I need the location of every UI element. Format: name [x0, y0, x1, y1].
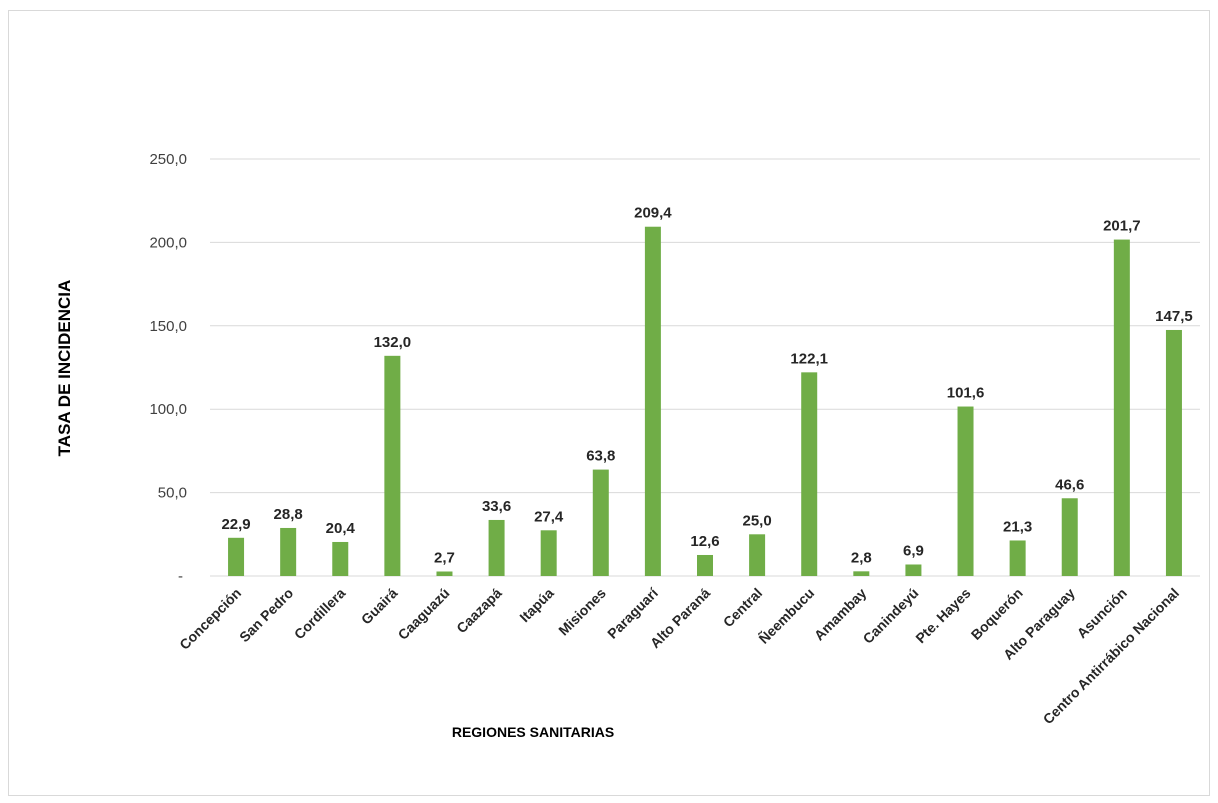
y-tick-label: 200,0 [149, 234, 187, 251]
x-tick-label: Misiones [555, 585, 609, 639]
bar [697, 554, 713, 576]
x-tick-label: Cordillera [291, 585, 349, 643]
bar [1009, 540, 1026, 576]
data-label: 25,0 [743, 512, 772, 529]
x-tick-label: Canindeyú [860, 585, 922, 647]
bar [1061, 498, 1078, 576]
data-label: 2,8 [851, 549, 872, 566]
bar [384, 355, 401, 576]
gridlines [210, 158, 1200, 577]
bar [853, 571, 870, 576]
bar [332, 541, 349, 576]
x-tick-label: San Pedro [236, 585, 296, 645]
x-tick-label: Caazapá [453, 585, 505, 637]
bar [228, 537, 245, 576]
y-axis-title: TASA DE INCIDENCIA [55, 280, 74, 457]
bar [957, 406, 974, 576]
x-tick-label: Itapúa [516, 585, 557, 626]
x-axis-title: REGIONES SANITARIAS [452, 724, 614, 740]
data-label: 20,4 [326, 520, 356, 537]
data-label: 201,7 [1103, 218, 1141, 235]
data-label: 33,6 [482, 498, 511, 515]
x-tick-label: Ñeembucu [755, 584, 818, 647]
data-label: 2,7 [434, 549, 455, 566]
data-label: 147,5 [1155, 308, 1193, 325]
x-tick-label: Guairá [358, 585, 401, 628]
y-tick-label: 250,0 [149, 151, 187, 168]
bars [228, 226, 1182, 577]
x-tick-label: Pte. Hayes [912, 585, 974, 647]
bar [1165, 329, 1182, 576]
data-label: 46,6 [1055, 476, 1084, 493]
bar [592, 469, 609, 576]
y-tick-label: - [178, 568, 183, 585]
y-tick-label: 100,0 [149, 401, 187, 418]
chart-frame [8, 10, 1210, 796]
data-label: 122,1 [790, 350, 828, 367]
bar [280, 527, 297, 576]
data-label: 101,6 [947, 385, 985, 402]
data-label: 27,4 [534, 508, 564, 525]
data-label: 28,8 [274, 506, 303, 523]
x-tick-label: Concepción [176, 585, 244, 653]
data-labels: 22,9 28,8 20,4 132,0 2,7 33,6 27,4 63,8 209,4 12,… [221, 205, 1192, 567]
data-label: 209,4 [634, 205, 672, 222]
data-label: 22,9 [221, 516, 250, 533]
x-tick-label: Central [720, 585, 765, 630]
data-label: 63,8 [586, 448, 615, 465]
bar [749, 534, 766, 576]
bar [540, 530, 557, 576]
data-label: 12,6 [690, 533, 719, 550]
data-label: 21,3 [1003, 518, 1032, 535]
bar [644, 226, 661, 576]
data-label: 6,9 [903, 542, 924, 559]
y-tick-label: 50,0 [158, 485, 187, 502]
x-tick-label: Caaguazú [395, 585, 453, 643]
data-label: 132,0 [374, 334, 412, 351]
bar [1113, 239, 1130, 577]
y-tick-label: 150,0 [149, 318, 187, 335]
bar [488, 519, 505, 576]
bar [905, 564, 922, 576]
bar [801, 372, 818, 576]
bar [436, 571, 453, 576]
y-axis-ticks: - 50,0 100,0 150,0 200,0 250,0 [149, 151, 187, 585]
